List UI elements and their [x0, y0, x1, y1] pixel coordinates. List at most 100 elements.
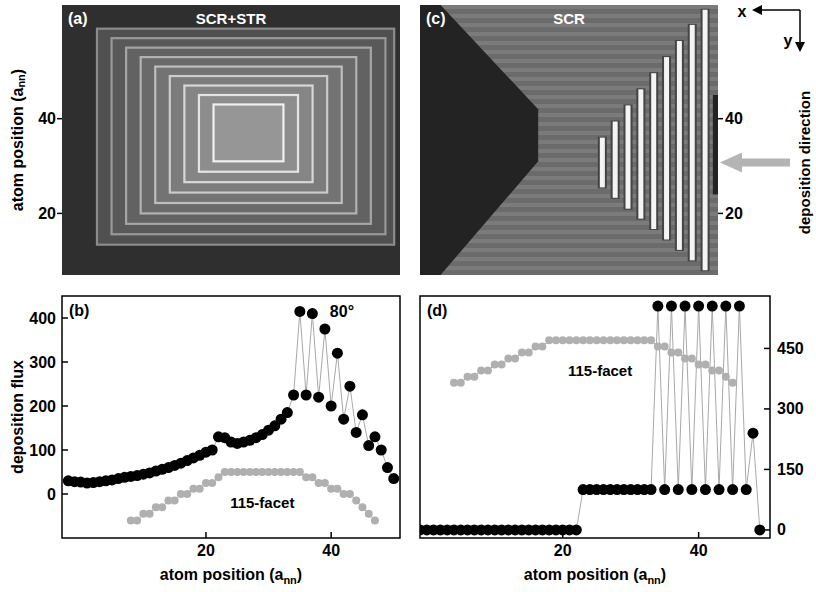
data-point	[729, 379, 737, 387]
tick-label: 150	[777, 461, 804, 478]
stripe-edge	[636, 88, 645, 219]
tick-label: 200	[29, 398, 56, 415]
terrace	[155, 67, 341, 203]
panel-label: (a)	[68, 10, 88, 27]
data-point	[701, 361, 709, 369]
bright-stripe	[613, 122, 618, 198]
data-point	[714, 484, 725, 495]
axis-arrow-label: y	[784, 32, 793, 49]
tick-label: 40	[38, 110, 56, 127]
tick	[62, 405, 68, 407]
data-point	[158, 503, 166, 511]
axis-title-subscript: nn	[283, 574, 297, 586]
bright-stripe	[638, 89, 643, 218]
data-point	[346, 490, 354, 498]
tick-label: 300	[777, 400, 804, 417]
data-point	[525, 348, 533, 356]
terrace	[141, 57, 357, 213]
stripe-edge	[662, 56, 671, 240]
data-point	[371, 516, 379, 524]
axis-arrow-head	[752, 5, 762, 15]
bright-stripe	[600, 138, 605, 188]
data-point	[647, 336, 655, 344]
tick	[62, 449, 68, 451]
texture-band	[420, 257, 718, 261]
data-point	[498, 361, 506, 369]
tick	[62, 361, 68, 363]
terrace	[214, 104, 284, 161]
shadow-region	[713, 95, 718, 194]
data-point	[369, 431, 380, 442]
tick	[764, 348, 770, 350]
data-point	[734, 301, 745, 312]
data-point	[720, 301, 731, 312]
data-point	[646, 484, 657, 495]
data-point	[332, 348, 343, 359]
bright-stripe	[703, 10, 708, 271]
bright-stripe	[664, 57, 669, 239]
tick-label: 20	[38, 205, 56, 222]
tick-label: 40	[690, 542, 708, 559]
axis-title-part: )	[661, 566, 666, 583]
stripe-edge	[675, 40, 684, 251]
data-point	[207, 445, 218, 456]
data-point	[358, 503, 366, 511]
data-point	[321, 479, 329, 487]
tick	[57, 213, 62, 215]
data-point	[308, 473, 316, 481]
bright-stripe	[626, 105, 631, 208]
series-line	[454, 340, 733, 382]
data-point	[686, 484, 697, 495]
panel-label: (d)	[427, 302, 447, 319]
tick-label: 0	[47, 486, 56, 503]
data-point	[673, 484, 684, 495]
data-point	[571, 524, 582, 535]
data-point	[365, 510, 373, 518]
data-point	[511, 355, 519, 363]
tick	[562, 532, 564, 538]
data-point	[741, 484, 752, 495]
data-point	[313, 392, 324, 403]
tick	[718, 213, 723, 215]
data-point	[338, 414, 349, 425]
data-point	[715, 367, 723, 375]
data-point	[363, 440, 374, 451]
series-label: 115-facet	[230, 494, 294, 511]
terrace	[112, 38, 386, 234]
data-point	[352, 497, 360, 505]
axis-title-part: )	[9, 69, 26, 74]
series-line	[420, 306, 760, 530]
axis-title-subscript: nn	[15, 74, 27, 88]
data-point	[208, 479, 216, 487]
data-point	[326, 401, 337, 412]
tick-label: 20	[554, 542, 572, 559]
texture-band	[420, 266, 718, 270]
data-point	[659, 484, 670, 495]
axis-arrow-head	[795, 42, 805, 52]
data-point	[666, 301, 677, 312]
terrace	[199, 95, 298, 172]
axis-arrow	[760, 9, 800, 11]
stripe-edge	[688, 24, 697, 261]
tick-label: 300	[29, 354, 56, 371]
series-line	[131, 472, 375, 520]
data-point	[727, 484, 738, 495]
plot-marks	[63, 306, 399, 525]
data-point	[301, 390, 312, 401]
panel-label: (c)	[426, 10, 446, 27]
tick-label: 20	[725, 205, 743, 222]
texture-band	[420, 248, 718, 252]
data-point	[344, 381, 355, 392]
axis-title-part: atom position (a	[524, 566, 648, 583]
tick-label: 400	[29, 310, 56, 327]
texture-band	[420, 5, 718, 9]
data-point	[294, 306, 305, 317]
data-point	[214, 473, 222, 481]
data-point	[707, 301, 718, 312]
deposition-arrow	[720, 153, 790, 173]
data-point	[171, 497, 179, 505]
data-point	[538, 342, 546, 350]
series-line	[68, 311, 393, 483]
terrace	[97, 29, 394, 245]
series-label: 80°	[330, 303, 354, 320]
